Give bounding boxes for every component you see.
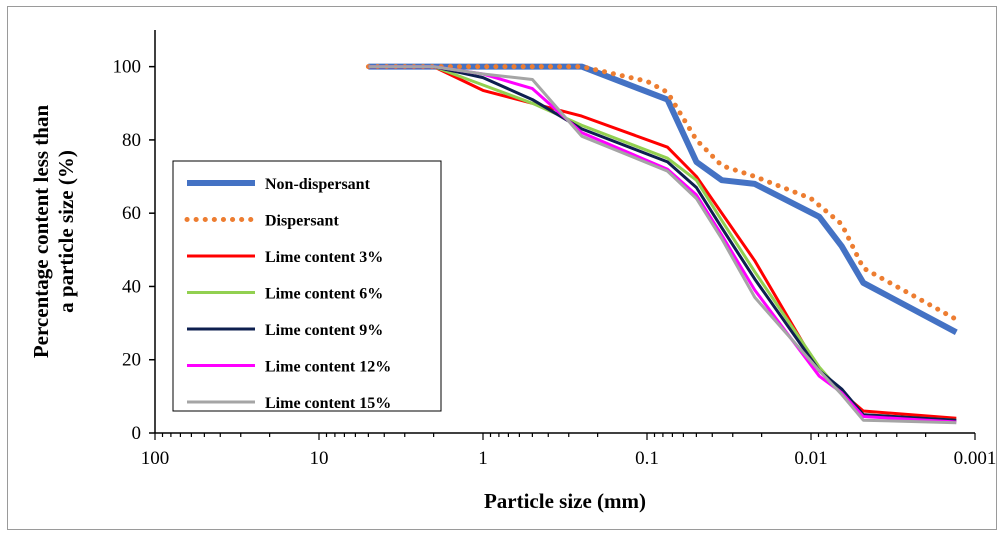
legend-label-7: Lime content 15%	[265, 395, 391, 412]
series-layer	[365, 63, 959, 425]
series-line-4	[368, 65, 957, 422]
legend-label-6: Lime content 12%	[265, 359, 391, 376]
x-tick-label: 10	[310, 448, 329, 469]
legend-label-4: Lime content 6%	[265, 286, 383, 303]
legend-label-1: Non-dispersant	[265, 176, 371, 193]
y-axis-title-line-1: Percentage content less than	[29, 105, 53, 359]
x-tick-label: 0.001	[954, 448, 997, 469]
series-line-1	[368, 63, 958, 335]
series-line-5	[368, 65, 957, 422]
legend-box	[172, 160, 442, 412]
y-axis-title-line-2: a particle size (%)	[54, 150, 78, 313]
series-line-2	[365, 64, 959, 322]
y-tick-label: 20	[122, 350, 141, 371]
x-tick-label: 0.01	[794, 448, 827, 469]
y-tick-label: 0	[132, 423, 142, 444]
legend-label-3: Lime content 3%	[265, 249, 383, 266]
axes-layer	[154, 30, 975, 434]
y-tick-label: 60	[122, 203, 141, 224]
legend-label-2: Dispersant	[265, 213, 339, 230]
series-line-7	[368, 65, 957, 425]
y-tick-label: 100	[113, 57, 142, 78]
x-tick-label: 1	[478, 448, 488, 469]
x-tick-label: 100	[141, 448, 170, 469]
legend-label-5: Lime content 9%	[265, 322, 383, 339]
series-line-6	[368, 65, 957, 424]
x-axis-title: Particle size (mm)	[484, 489, 646, 513]
series-line-3	[368, 65, 957, 420]
y-tick-label: 40	[122, 276, 141, 297]
ticks-layer: 0 20 40 60 80 100 100 10 1 0.1 0.01 0.001	[113, 57, 997, 469]
y-tick-label: 80	[122, 130, 141, 151]
x-tick-label: 0.1	[635, 448, 659, 469]
legend: Non-dispersant Dispersant Lime content 3% L…	[172, 160, 442, 412]
